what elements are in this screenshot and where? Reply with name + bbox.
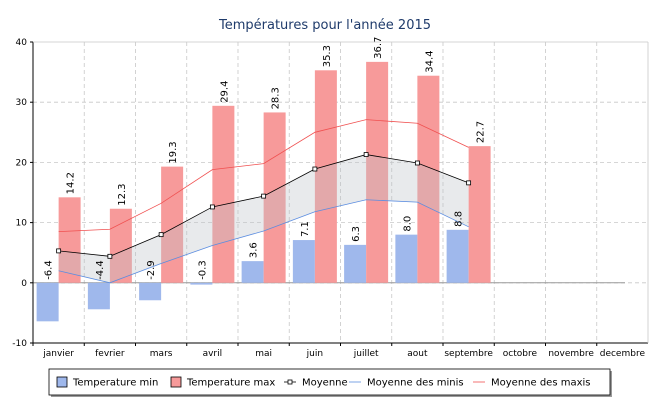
bar-temperature-min bbox=[241, 261, 264, 283]
x-tick-label-avril: avril bbox=[203, 349, 223, 359]
label-temperature-min: -4.4 bbox=[95, 260, 106, 280]
bar-temperature-min bbox=[190, 282, 213, 285]
bar-temperature-min bbox=[139, 282, 162, 301]
label-temperature-max: 35.3 bbox=[322, 45, 333, 67]
x-tick-label-septembre: septembre bbox=[444, 349, 493, 359]
point-moyenne bbox=[209, 204, 215, 210]
legend-swatch-temperature-min bbox=[56, 376, 68, 388]
y-tick-label: 20 bbox=[16, 158, 28, 168]
legend-label-moyenne: Moyenne bbox=[302, 378, 348, 389]
y-tick-label: 40 bbox=[16, 38, 28, 48]
label-temperature-max: 34.4 bbox=[424, 50, 435, 72]
label-temperature-max: 14.2 bbox=[66, 172, 77, 194]
point-moyenne bbox=[363, 152, 369, 157]
point-moyenne bbox=[466, 180, 472, 186]
label-temperature-min: -0.3 bbox=[197, 260, 208, 280]
y-tick-label: 30 bbox=[16, 98, 28, 108]
bar-temperature-min bbox=[36, 282, 59, 322]
x-tick-label-decembre: decembre bbox=[600, 349, 646, 359]
label-temperature-max: 19.3 bbox=[168, 141, 179, 163]
label-temperature-min: 6.3 bbox=[351, 226, 362, 242]
label-temperature-max: 29.4 bbox=[219, 81, 230, 103]
x-tick-label-juin: juin bbox=[306, 349, 323, 359]
bar-temperature-max bbox=[263, 112, 286, 283]
x-tick-label-novembre: novembre bbox=[548, 349, 594, 359]
point-moyenne bbox=[261, 193, 267, 199]
moyenne-band bbox=[58, 154, 469, 283]
bar-temperature-min bbox=[87, 282, 110, 310]
bar-temperature-max bbox=[417, 75, 440, 283]
label-temperature-min: 8.0 bbox=[402, 216, 413, 232]
bar-temperature-min bbox=[395, 234, 418, 283]
point-moyenne bbox=[107, 253, 113, 259]
bar-temperature-min bbox=[446, 229, 469, 283]
legend-marker-moyenne bbox=[287, 379, 293, 385]
legend-label-moyenne-des-maxis: Moyenne des maxis bbox=[491, 378, 591, 389]
bar-temperature-max bbox=[314, 70, 337, 283]
label-temperature-max: 28.3 bbox=[271, 87, 282, 109]
label-temperature-max: 12.3 bbox=[117, 183, 128, 205]
point-moyenne bbox=[312, 166, 318, 172]
label-temperature-min: 8.8 bbox=[454, 211, 465, 227]
line-moyenne-des-minis bbox=[58, 199, 469, 284]
chart-title: Températures pour l'année 2015 bbox=[218, 18, 431, 33]
point-moyenne bbox=[414, 160, 420, 166]
bar-temperature-max bbox=[366, 61, 389, 283]
y-tick-label: 0 bbox=[21, 279, 27, 289]
x-tick-label-janvier: janvier bbox=[42, 349, 74, 359]
x-tick-label-aout: aout bbox=[407, 349, 428, 359]
label-temperature-max: 36.7 bbox=[373, 37, 384, 59]
point-moyenne bbox=[158, 232, 164, 238]
line-moyenne-des-maxis bbox=[58, 119, 469, 233]
y-tick-label: 10 bbox=[16, 219, 28, 229]
bar-temperature-max bbox=[161, 166, 184, 283]
bar-temperature-max bbox=[109, 208, 132, 283]
point-moyenne bbox=[56, 248, 62, 254]
legend-swatch-temperature-max bbox=[170, 376, 182, 388]
label-temperature-min: -2.9 bbox=[146, 260, 157, 280]
label-temperature-min: 7.1 bbox=[300, 221, 311, 237]
x-tick-label-fevrier: fevrier bbox=[95, 349, 125, 359]
legend-label-moyenne-des-minis: Moyenne des minis bbox=[367, 378, 464, 389]
legend-label-temperature-min: Temperature min bbox=[72, 378, 158, 389]
y-tick-label: -10 bbox=[12, 339, 27, 349]
legend-label-temperature-max: Temperature max bbox=[186, 378, 275, 389]
bar-temperature-max bbox=[212, 105, 235, 283]
x-tick-label-mai: mai bbox=[255, 349, 272, 359]
label-temperature-min: -6.4 bbox=[44, 260, 55, 280]
x-tick-label-mars: mars bbox=[150, 349, 173, 359]
bar-temperature-max bbox=[58, 197, 81, 283]
x-tick-label-octobre: octobre bbox=[503, 349, 538, 359]
bar-temperature-min bbox=[292, 240, 315, 283]
label-temperature-min: 3.6 bbox=[249, 242, 260, 258]
x-tick-label-juillet: juillet bbox=[353, 349, 379, 359]
legend-box bbox=[48, 368, 611, 396]
bar-temperature-max bbox=[468, 146, 491, 283]
label-temperature-max: 22.7 bbox=[476, 121, 487, 143]
bar-temperature-min bbox=[344, 244, 367, 283]
